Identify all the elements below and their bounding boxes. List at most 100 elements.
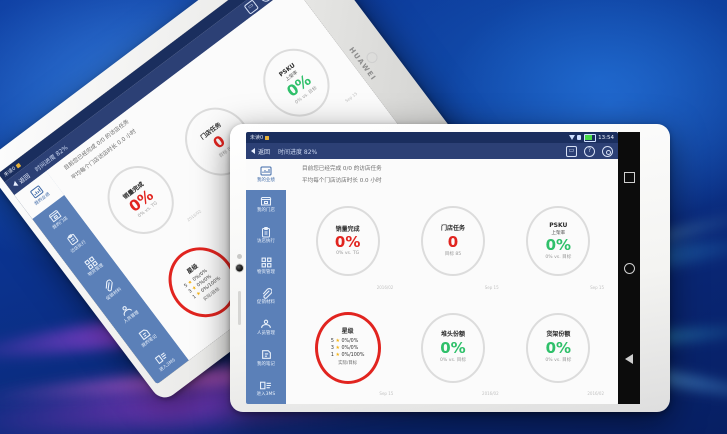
app-body: 我的业绩我的门店访店执行物资管理促销材料人员管理我的笔记进入3MS 目前您已经完… xyxy=(246,159,618,404)
sidebar-item-0[interactable]: 我的业绩 xyxy=(14,171,65,219)
star-rating-row: 1 ★ 0%/100% xyxy=(331,352,365,358)
star-icon: ★ xyxy=(335,352,340,359)
sidebar-item-2[interactable]: 访店执行 xyxy=(246,220,286,251)
app-bar-actions: ▭ ? xyxy=(566,145,613,157)
screen-back: 未读0 13:54 返回 时间进度 82% ▭ ? xyxy=(0,0,436,384)
clock-label: 13:54 xyxy=(598,134,614,141)
sidebar-item-5[interactable]: 人员管理 xyxy=(246,312,286,343)
sidebar-item-4[interactable]: 促销材料 xyxy=(86,266,136,314)
screen-front: 未读0 13:54 返回 时间进度 82% ▭ ? xyxy=(246,132,618,404)
sidebar-back: 我的业绩 我的门店 访店执行 物资管理 促销材料 人员管理 我的笔记 进入3MS xyxy=(14,171,189,385)
paperclip-icon xyxy=(100,279,116,295)
kpi-value: 0% xyxy=(440,339,466,358)
star-value: 0%/100% xyxy=(341,352,365,358)
settings-icon[interactable] xyxy=(602,145,613,157)
kpi-cell: 销量完成 0% 0% vs. TG 2016/02 xyxy=(296,189,399,293)
home-icon[interactable] xyxy=(623,263,635,274)
status-left-text: 未读0 xyxy=(250,135,264,141)
kpi-subtitle: 上架率 xyxy=(551,230,566,236)
notification-badge-icon xyxy=(265,135,270,140)
kpi-gauge-3[interactable]: 星级 5 ★ 0%/0% 3 ★ 0%/0% 1 ★ 0%/100% 实际/目标 xyxy=(314,311,381,384)
star-value: 0%/0% xyxy=(341,338,359,344)
kpi-value: 0 xyxy=(447,232,459,251)
kpi-footer: 目标 85 xyxy=(444,251,462,257)
star-rating-row: 5 ★ 0%/0% xyxy=(331,338,358,344)
help-icon[interactable]: ? xyxy=(584,145,595,157)
kpi-date-label: 2016/02 xyxy=(587,391,604,396)
chevron-left-icon[interactable] xyxy=(11,180,19,189)
sidebar-item-3[interactable]: 物资管理 xyxy=(246,251,286,282)
kpi-gauge-2[interactable]: PSKU 上架率 0% 0% vs. 目标 xyxy=(250,35,344,131)
kpi-gauge-0[interactable]: 销量完成 0% 0% vs. TG xyxy=(315,206,380,277)
recent-apps-icon[interactable] xyxy=(623,172,635,183)
sidebar-item-label: 物资管理 xyxy=(257,269,275,275)
app-bar: 返回 时间进度 82% ▭ ? xyxy=(246,143,618,159)
kpi-footer: 0% vs. 目标 xyxy=(440,358,466,364)
kpi-gauge-1[interactable]: 门店任务 0 目标 85 xyxy=(420,206,485,277)
app-back: 未读0 13:54 返回 时间进度 82% ▭ ? xyxy=(0,0,436,384)
kpi-value: 0% xyxy=(545,235,572,254)
clipboard-icon xyxy=(65,232,81,248)
status-right: 13:54 xyxy=(568,133,614,142)
kpi-date-label: Sep 15 xyxy=(484,284,499,290)
front-camera xyxy=(236,264,243,272)
status-bar: 未读0 13:54 xyxy=(246,132,618,143)
kpi-gauge-0[interactable]: 销量完成 0% 0% vs. TG xyxy=(94,153,188,248)
kpi-footer: 0% vs. TG xyxy=(336,251,360,257)
intro-line-2: 平均每个门店访店时长 0.0 小时 xyxy=(302,177,382,184)
time-progress-label: 时间进度 82% xyxy=(278,148,318,156)
tablet-device-back: HUAWEI 未读0 13:54 返回 xyxy=(0,0,478,403)
kpi-gauge-2[interactable]: PSKU 上架率 0% 0% vs. 目标 xyxy=(526,206,591,277)
notification-badge-icon xyxy=(15,162,22,168)
star-level: 5 xyxy=(330,338,334,344)
kpi-title: 门店任务 xyxy=(440,225,465,233)
sidebar-item-6[interactable]: 我的笔记 xyxy=(121,313,171,361)
sidebar-item-label: 我的门店 xyxy=(257,208,275,214)
kpi-title: 货架份额 xyxy=(546,331,571,339)
note-icon xyxy=(136,326,152,342)
star-rating-row: 3 ★ 0%/0% xyxy=(331,345,358,351)
sidebar-item-6[interactable]: 我的笔记 xyxy=(246,343,286,374)
people-icon xyxy=(260,319,273,329)
sidebar-item-7[interactable]: 进入3MS xyxy=(139,337,189,385)
sidebar-item-7[interactable]: 进入3MS xyxy=(246,373,286,404)
kpi-title: PSKU xyxy=(549,221,568,229)
message-icon[interactable]: ▭ xyxy=(566,145,577,157)
wifi-icon xyxy=(568,135,575,140)
sidebar-item-label: 促销材料 xyxy=(257,300,275,306)
paperclip-icon xyxy=(260,287,273,299)
kpi-cell: PSKU 上架率 0% 0% vs. 目标 Sep 15 xyxy=(507,189,610,293)
sidebar-item-1[interactable]: 我的门店 xyxy=(246,190,286,221)
app-body: 我的业绩 我的门店 访店执行 物资管理 促销材料 人员管理 我的笔记 进入3MS 目前您已经完… xyxy=(14,0,436,385)
sidebar-item-2[interactable]: 访店执行 xyxy=(50,218,100,266)
intro-text: 目前您已经完成 0/0 的访店任务 平均每个门店访店时长 0.0 小时 xyxy=(296,164,610,189)
sidebar-item-1[interactable]: 我的门店 xyxy=(32,195,82,243)
kpi-date-label: Sep 15 xyxy=(590,284,604,290)
star-level: 3 xyxy=(330,345,334,351)
sidebar-item-0[interactable]: 我的业绩 xyxy=(246,159,286,190)
sensor-dot xyxy=(237,253,242,259)
kpi-title: 销量完成 xyxy=(335,225,360,233)
kpi-date-label: 2016/02 xyxy=(482,391,499,396)
sidebar-item-label: 访店执行 xyxy=(257,239,275,245)
sidebar-item-5[interactable]: 人员管理 xyxy=(103,289,153,337)
sidebar-item-label: 我的笔记 xyxy=(257,361,275,367)
back-icon[interactable] xyxy=(625,354,633,364)
sidebar-item-3[interactable]: 物资管理 xyxy=(68,242,118,290)
grid-icon xyxy=(260,257,273,268)
store-icon xyxy=(260,196,273,206)
sidebar-item-4[interactable]: 促销材料 xyxy=(246,282,286,313)
status-left: 未读0 xyxy=(250,134,270,141)
chevron-left-icon[interactable] xyxy=(251,148,255,154)
star-rating-footer: 实际/目标 xyxy=(338,361,358,367)
bar-chart-icon xyxy=(29,184,45,200)
home-icon[interactable] xyxy=(363,50,380,66)
note-icon xyxy=(260,350,273,360)
back-button-label[interactable]: 返回 xyxy=(258,148,271,156)
kpi-footer: 0% vs. 目标 xyxy=(545,254,572,260)
kpi-title: 堆头份额 xyxy=(440,331,465,339)
